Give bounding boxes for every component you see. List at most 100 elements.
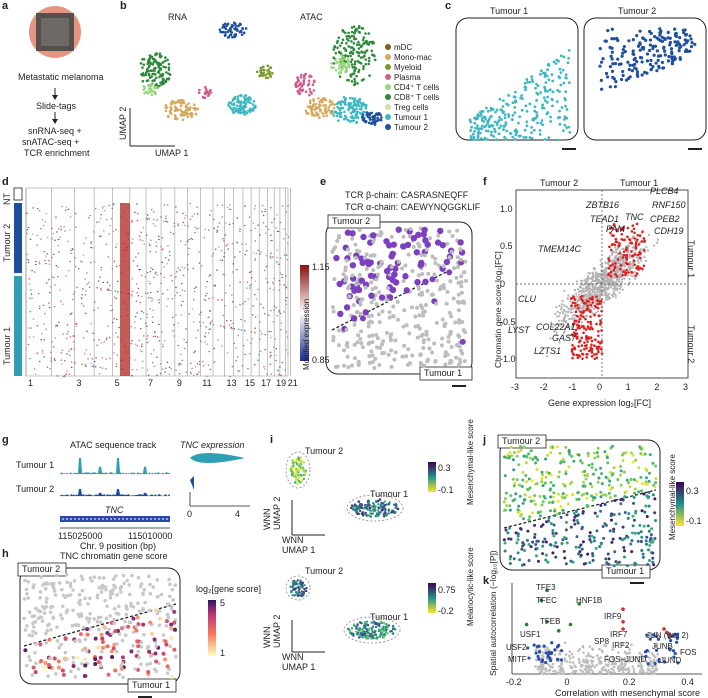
umap-point bbox=[236, 97, 240, 101]
wnn-point bbox=[384, 630, 388, 634]
umap-point bbox=[340, 57, 343, 61]
gene-point bbox=[623, 255, 626, 258]
tnc-spot bbox=[34, 661, 38, 666]
cnv-cell bbox=[216, 269, 218, 271]
gene-point bbox=[593, 301, 597, 304]
cnv-cell bbox=[249, 353, 251, 355]
umap-point bbox=[357, 26, 361, 30]
tumour1-spot bbox=[474, 126, 477, 130]
cnv-cell bbox=[122, 249, 125, 251]
wnn-point bbox=[377, 503, 380, 506]
cnv-cell bbox=[207, 316, 210, 318]
gene-point bbox=[588, 302, 591, 305]
tnc-spot bbox=[174, 654, 178, 659]
cnv-cell bbox=[28, 226, 30, 229]
umap-point bbox=[324, 109, 327, 113]
umap-point bbox=[231, 99, 235, 102]
gene-point bbox=[594, 311, 598, 314]
tcr-spot bbox=[459, 280, 464, 285]
cnv-cell bbox=[129, 357, 131, 359]
wnn-point bbox=[295, 586, 298, 589]
tcr-spot bbox=[350, 263, 355, 268]
wnn-point bbox=[369, 632, 372, 636]
gene-point bbox=[622, 247, 625, 250]
umap-point bbox=[194, 108, 197, 112]
tcr-spot bbox=[389, 332, 394, 337]
tnc-spot bbox=[169, 607, 174, 611]
gene-point bbox=[642, 247, 645, 250]
tumour1-spot bbox=[564, 90, 568, 94]
umap-point bbox=[337, 107, 341, 110]
wnn-point bbox=[364, 506, 367, 509]
sig-gene-point bbox=[609, 264, 613, 268]
gene-label: GAS7 bbox=[552, 333, 577, 343]
sig-gene-point bbox=[578, 326, 581, 330]
umap-point bbox=[221, 30, 225, 34]
cnv-cell bbox=[223, 305, 226, 307]
cnv-cell bbox=[113, 343, 116, 345]
cnv-cell bbox=[183, 224, 186, 226]
cnv-cell bbox=[159, 372, 162, 375]
wnn-point bbox=[292, 460, 295, 464]
gene-point bbox=[570, 307, 573, 310]
gene-point bbox=[590, 283, 593, 286]
cnv-cell bbox=[75, 323, 78, 325]
umap-point bbox=[367, 42, 370, 45]
cnv-cell bbox=[216, 229, 219, 232]
tnc-score-spot bbox=[119, 666, 124, 671]
gene-point bbox=[614, 288, 617, 292]
tumour1-spot bbox=[558, 115, 562, 119]
cnv-cell bbox=[277, 370, 280, 372]
umap-point bbox=[161, 61, 165, 64]
gene-point bbox=[570, 308, 573, 311]
wnn-point bbox=[370, 626, 373, 630]
gene-point bbox=[617, 284, 620, 287]
cnv-cell bbox=[254, 240, 257, 242]
gene-point bbox=[597, 299, 601, 302]
tcr-spot bbox=[359, 278, 364, 283]
gene-point bbox=[583, 294, 586, 297]
gene-point bbox=[563, 316, 566, 319]
tnc-score-spot bbox=[23, 648, 28, 653]
umap-point bbox=[181, 98, 184, 102]
umap-point bbox=[158, 54, 162, 58]
tnc-spot bbox=[97, 627, 101, 632]
cnv-cell bbox=[279, 312, 282, 315]
umap-point bbox=[179, 108, 182, 112]
umap-point bbox=[360, 116, 364, 119]
wnn-point bbox=[370, 633, 374, 636]
wnn-point bbox=[365, 624, 368, 627]
tcr-spot bbox=[432, 272, 437, 277]
tumour1-spot bbox=[513, 106, 517, 109]
cnv-cell bbox=[153, 211, 155, 213]
tcr-spot bbox=[425, 288, 430, 293]
cnv-cell bbox=[281, 274, 283, 276]
wnn-point bbox=[370, 637, 373, 641]
wnn-point bbox=[385, 623, 388, 626]
umap-point bbox=[241, 111, 244, 114]
cnv-cell bbox=[148, 243, 151, 245]
umap-point bbox=[160, 55, 163, 58]
tcr-spot bbox=[364, 252, 369, 257]
wnn-point bbox=[385, 622, 388, 626]
umap-point bbox=[266, 64, 270, 68]
wnn-point bbox=[372, 506, 375, 509]
tumour1-spot bbox=[535, 99, 538, 102]
tcr-alpha: TCR α-chain: CAEWYNQGGKLIF bbox=[345, 202, 481, 212]
cnv-cell bbox=[70, 252, 72, 254]
tcr-spot bbox=[456, 261, 461, 266]
gene-point bbox=[590, 283, 593, 286]
cnv-cell bbox=[54, 284, 56, 286]
gene-point bbox=[624, 274, 627, 277]
sig-gene-point bbox=[587, 336, 591, 339]
umap-point bbox=[236, 109, 239, 113]
umap-point bbox=[151, 63, 155, 66]
tcr-spot bbox=[424, 332, 429, 337]
tcr-spot bbox=[359, 256, 364, 261]
wnn-point bbox=[294, 467, 298, 470]
gene-point bbox=[617, 256, 621, 259]
umap-point bbox=[356, 82, 359, 85]
wnn-point bbox=[356, 624, 359, 627]
umap-point bbox=[180, 110, 184, 114]
umap-point bbox=[153, 72, 157, 76]
